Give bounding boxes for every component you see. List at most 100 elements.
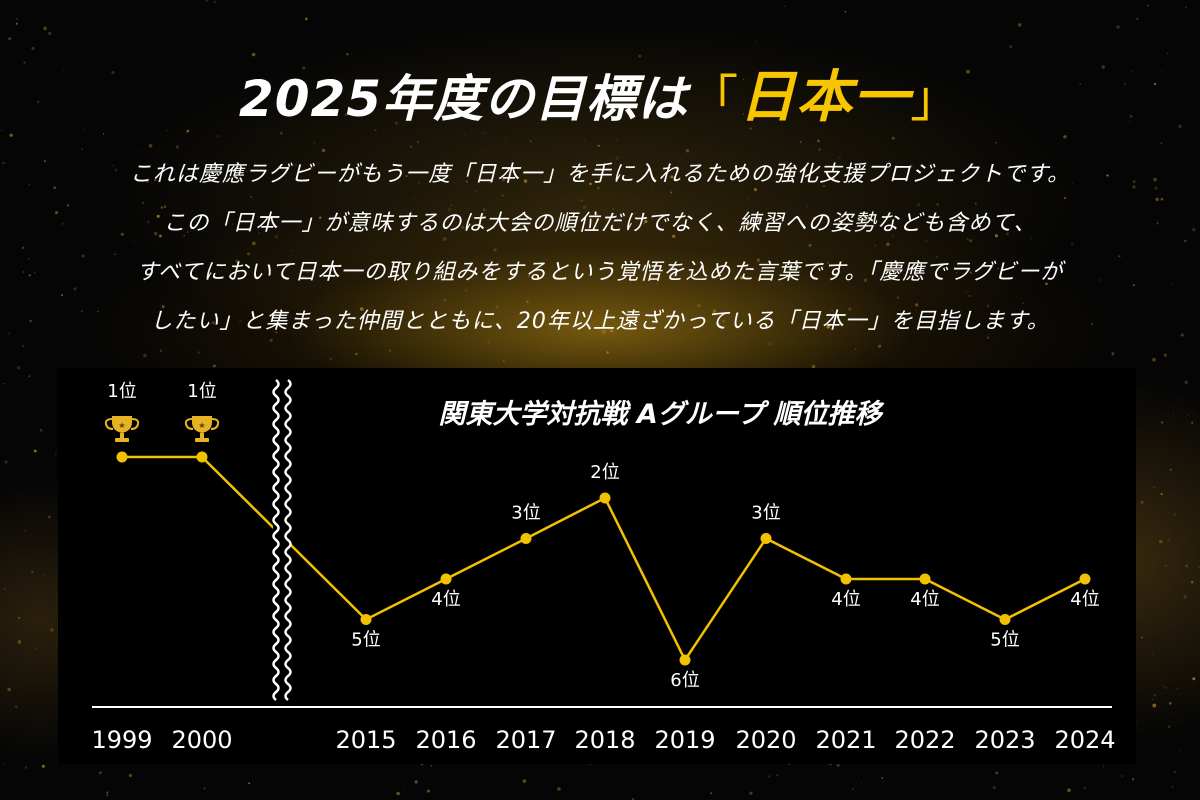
- speckle: [831, 309, 834, 312]
- speckle: [892, 235, 894, 238]
- speckle: [742, 224, 746, 228]
- speckle: [526, 300, 529, 303]
- speckle: [749, 127, 752, 130]
- speckle: [2, 161, 5, 165]
- speckle: [997, 267, 999, 270]
- speckle: [96, 310, 99, 313]
- speckle: [21, 246, 25, 250]
- speckle: [1178, 124, 1182, 129]
- speckle: [799, 140, 802, 144]
- speckle: [695, 13, 697, 15]
- speckle: [374, 129, 377, 132]
- speckle: [183, 234, 186, 237]
- speckle: [1070, 242, 1074, 246]
- data-point-2018: [599, 492, 611, 504]
- speckle: [430, 765, 433, 767]
- x-tick-2020: 2020: [735, 726, 796, 754]
- speckle: [433, 328, 435, 330]
- speckle: [616, 343, 619, 346]
- speckle: [1101, 291, 1103, 293]
- description-line: この「日本一」が意味するのは大会の順位だけでなく、練習への姿勢なども含めて、: [163, 211, 1037, 236]
- speckle: [598, 176, 600, 179]
- speckle: [863, 278, 868, 282]
- speckle: [31, 570, 34, 574]
- chart-panel: [58, 368, 1136, 764]
- x-tick-2000: 2000: [171, 726, 232, 754]
- speckle: [443, 299, 447, 302]
- speckle: [213, 0, 217, 4]
- speckle: [540, 350, 542, 353]
- speckle: [848, 307, 852, 311]
- speckle: [742, 113, 745, 115]
- speckle: [1163, 353, 1167, 357]
- speckle: [502, 359, 505, 362]
- trophy-icon: ★: [104, 416, 140, 442]
- speckle: [110, 312, 111, 314]
- speckle: [884, 268, 889, 272]
- data-label-2021: 4位: [831, 589, 860, 610]
- svg-text:★: ★: [118, 421, 125, 430]
- x-tick-2022: 2022: [894, 726, 955, 754]
- speckle: [776, 774, 779, 777]
- speckle: [8, 37, 12, 41]
- speckle: [148, 143, 153, 148]
- speckle: [3, 587, 6, 590]
- speckle: [585, 223, 586, 225]
- speckle: [826, 324, 831, 329]
- speckle: [557, 787, 561, 791]
- speckle: [318, 216, 322, 219]
- speckle: [740, 276, 744, 280]
- speckle: [901, 278, 903, 279]
- svg-text:★: ★: [198, 421, 205, 430]
- speckle: [1160, 197, 1164, 201]
- speckle: [248, 782, 251, 785]
- speckle: [404, 251, 405, 253]
- x-tick-2018: 2018: [574, 726, 635, 754]
- axis-break-gap: [273, 378, 291, 694]
- speckle: [351, 98, 353, 100]
- speckle: [186, 129, 190, 133]
- speckle: [995, 771, 999, 775]
- speckle: [251, 52, 256, 57]
- speckle: [597, 144, 600, 147]
- x-tick-1999: 1999: [91, 726, 152, 754]
- speckle: [1166, 52, 1169, 55]
- speckle: [882, 780, 885, 783]
- data-point-2000: [196, 451, 208, 463]
- speckle: [154, 231, 158, 236]
- speckle: [1184, 239, 1187, 243]
- speckle: [976, 224, 979, 227]
- speckle: [176, 308, 178, 310]
- speckle: [339, 134, 341, 136]
- speckle: [1191, 227, 1196, 232]
- speckle: [313, 142, 315, 144]
- speckle: [1160, 421, 1164, 424]
- speckle: [106, 793, 109, 797]
- speckle: [203, 787, 206, 790]
- speckle: [522, 779, 527, 783]
- x-tick-2024: 2024: [1054, 726, 1115, 754]
- speckle: [67, 204, 70, 207]
- speckle: [1185, 6, 1187, 9]
- speckle: [816, 139, 820, 143]
- speckle: [495, 305, 499, 309]
- speckle: [49, 628, 54, 632]
- speckle: [582, 205, 587, 209]
- speckle: [355, 352, 358, 356]
- speckle: [1159, 539, 1163, 544]
- speckle: [73, 287, 77, 291]
- speckle: [22, 271, 25, 273]
- data-point-2022: [919, 573, 931, 585]
- speckle: [137, 175, 139, 177]
- speckle: [283, 264, 286, 266]
- speckle: [682, 232, 684, 235]
- data-label-2022: 4位: [910, 589, 939, 610]
- speckle: [338, 264, 342, 267]
- speckle: [995, 141, 998, 144]
- speckle: [63, 69, 65, 71]
- speckle: [1192, 677, 1196, 681]
- speckle: [404, 788, 406, 790]
- speckle: [291, 249, 293, 251]
- speckle: [464, 288, 468, 292]
- speckle: [484, 131, 486, 134]
